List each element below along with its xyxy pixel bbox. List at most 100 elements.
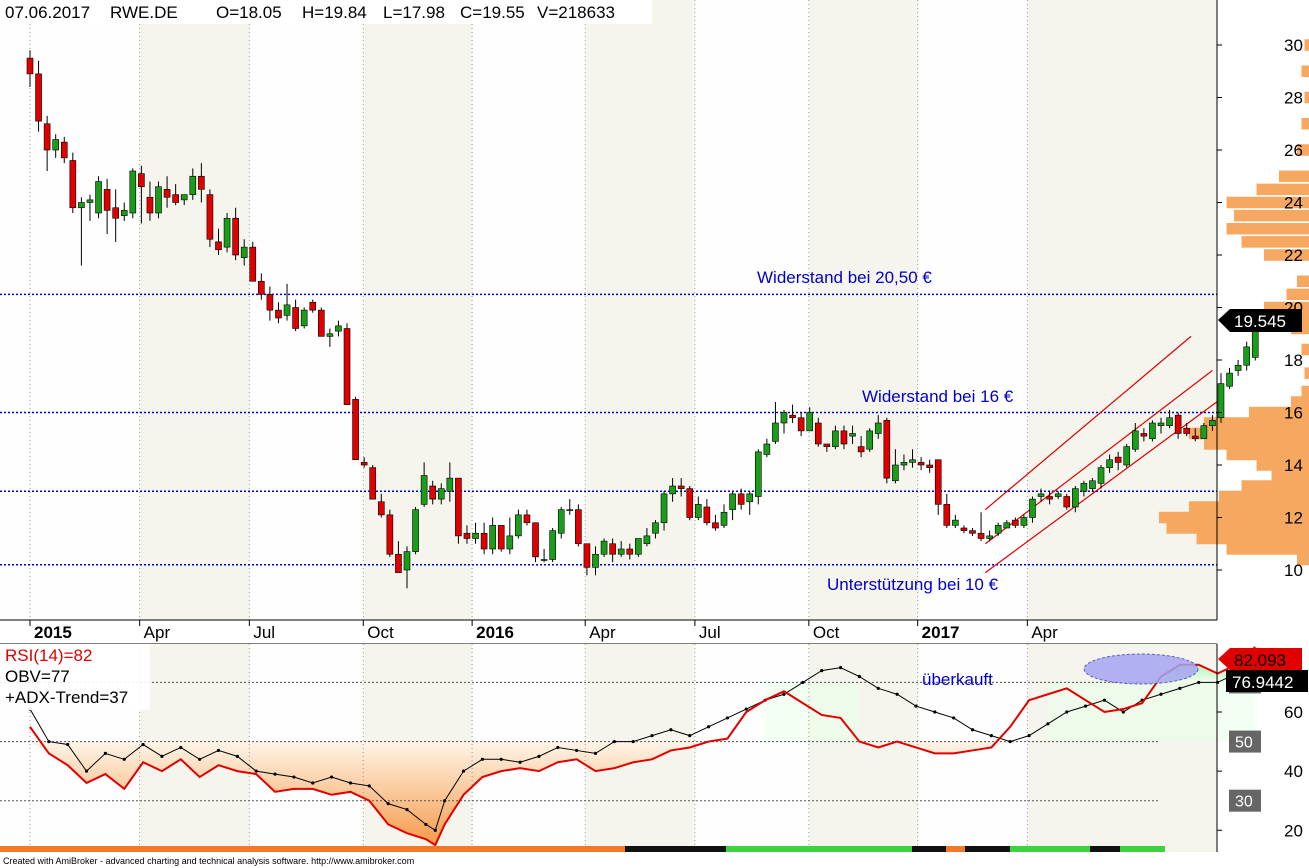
candle-body — [1149, 422, 1156, 440]
rsi-mid-fill — [1047, 682, 1256, 742]
volume-profile-bar — [1234, 209, 1309, 222]
volume-profile-bar — [1226, 448, 1309, 461]
overbought-ellipse — [1083, 653, 1199, 685]
volume-profile — [1159, 39, 1309, 566]
candle-body — [763, 443, 771, 455]
candle-body — [1012, 519, 1019, 526]
candle-body — [240, 246, 248, 258]
candle-body — [335, 325, 342, 332]
volume-profile-bar — [1166, 522, 1309, 534]
date-tick-label: 2017 — [922, 623, 960, 642]
candle-body — [609, 543, 616, 555]
level-box-label: 30 — [1235, 794, 1253, 811]
obv-point — [235, 754, 239, 758]
price-gridlines — [29, 0, 1028, 620]
obv-point — [433, 828, 437, 832]
volume-profile-bar — [1291, 396, 1309, 408]
rsi-oversold-fill — [29, 741, 1256, 846]
date-tick-label: 2015 — [34, 623, 72, 642]
volume-profile-bar — [1304, 91, 1309, 104]
obv-point — [537, 754, 541, 758]
obv-point — [518, 760, 522, 764]
candle-body — [69, 160, 77, 209]
candle-body — [772, 422, 779, 442]
obv-point — [47, 739, 51, 744]
volume-profile-bar — [1219, 490, 1309, 503]
date-tick-label: 2016 — [476, 623, 514, 642]
candle-body — [960, 527, 968, 531]
candle-body — [1191, 435, 1199, 440]
candle-body — [1114, 456, 1122, 463]
obv-point — [160, 754, 164, 758]
price-tick-label: 24 — [1284, 194, 1303, 213]
volume-profile-bar — [1264, 249, 1309, 261]
obv-point — [820, 669, 824, 673]
obv-point — [480, 757, 484, 761]
candle-body — [103, 189, 111, 211]
obv-point — [311, 781, 315, 785]
header-ticker: RWE.DE — [110, 3, 178, 22]
obv-point — [801, 680, 805, 685]
indicator-lines — [28, 646, 1257, 847]
obv-point — [669, 728, 673, 732]
candle-body — [1097, 467, 1105, 484]
obv-point — [1027, 734, 1031, 738]
candle-body — [369, 467, 377, 500]
candle-body — [686, 488, 694, 518]
candle-body — [95, 181, 102, 214]
price-band — [585, 0, 695, 620]
candle-body — [874, 422, 882, 434]
obv-point — [688, 734, 692, 738]
legend-adx: +ADX-Trend=37 — [5, 688, 128, 707]
candle-body — [917, 462, 925, 466]
candle-body — [1200, 425, 1208, 440]
volume-profile-bar — [1271, 469, 1309, 482]
last-price-label: 19.545 — [1218, 309, 1302, 332]
candle-body — [934, 459, 942, 505]
volume-profile-bar — [1304, 367, 1309, 379]
candle-body — [566, 509, 574, 511]
candle-body — [232, 217, 239, 256]
candle-body — [1174, 414, 1182, 434]
candle-body — [892, 464, 899, 482]
candle-body — [866, 430, 873, 450]
trend-bar-segment — [965, 846, 1010, 852]
candle-body — [926, 464, 933, 468]
volume-profile-bar — [1189, 501, 1309, 513]
candle-body — [249, 246, 257, 282]
candle-body — [472, 532, 479, 539]
candle-body — [35, 73, 42, 122]
candle-body — [1003, 522, 1011, 529]
candle-body — [1054, 493, 1062, 497]
obv-point — [1197, 680, 1201, 685]
volume-profile-bar — [1204, 438, 1309, 450]
candle-body — [437, 488, 445, 500]
obv-point — [575, 748, 579, 753]
trend-bar-segment — [946, 846, 965, 852]
candle-body — [223, 217, 231, 248]
legend-rsi: RSI(14)=82 — [5, 646, 92, 665]
trend-bar-segment — [1010, 846, 1090, 852]
candle-body — [412, 509, 419, 552]
obv-point — [1121, 710, 1125, 714]
candle-body — [403, 551, 411, 571]
candle-body — [455, 477, 462, 537]
last-rsi-label: 82.093 — [1218, 648, 1302, 670]
candle-body — [26, 57, 34, 75]
obv-point — [952, 716, 956, 720]
candle-body — [652, 522, 659, 534]
candle-body — [840, 430, 848, 445]
last-rsi-value: 82.093 — [1234, 651, 1286, 670]
candle-body — [746, 493, 754, 503]
channel-line — [984, 370, 1213, 545]
candle-body — [1072, 488, 1079, 508]
candle-body — [326, 333, 334, 337]
price-tick-label: 10 — [1284, 561, 1303, 580]
trend-bar-segment — [912, 846, 946, 852]
candle-body — [540, 559, 548, 561]
candle-body — [643, 535, 651, 545]
volume-profile-bar — [1279, 170, 1309, 182]
candle-body — [1226, 372, 1233, 387]
